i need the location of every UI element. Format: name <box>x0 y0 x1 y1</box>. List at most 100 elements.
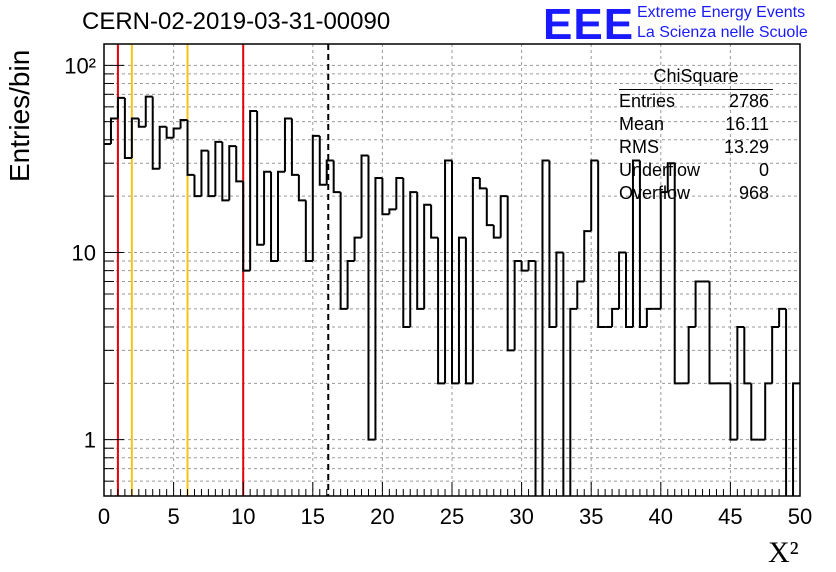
eee-logo-line1: Extreme Energy Events <box>637 4 806 21</box>
histogram-bin <box>659 191 668 309</box>
histogram-bin <box>116 96 125 119</box>
stats-label: Entries <box>619 91 676 111</box>
x-tick-label: 25 <box>440 504 464 529</box>
histogram-bin <box>283 117 292 172</box>
histogram-bin <box>708 281 717 385</box>
histogram-bin <box>353 236 362 262</box>
stats-row-entries: Entries 2786 <box>611 90 781 113</box>
histogram-bin <box>506 196 515 352</box>
histogram-bin <box>200 149 209 197</box>
histogram-bin <box>555 251 564 327</box>
histogram-bin <box>520 261 529 272</box>
histogram-bin <box>611 307 620 327</box>
histogram-bin <box>360 154 369 238</box>
x-tick-label: 35 <box>579 504 603 529</box>
histogram-bin <box>590 159 599 232</box>
histogram-bin <box>666 162 675 193</box>
histogram-bin <box>158 125 167 169</box>
stats-label: RMS <box>619 137 659 157</box>
x-tick-label: 10 <box>231 504 255 529</box>
x-tick-label: 30 <box>509 504 533 529</box>
histogram-bin <box>228 145 237 201</box>
histogram-bin <box>430 204 439 239</box>
histogram-bin <box>186 120 195 176</box>
histogram-bin <box>165 126 174 139</box>
histogram-bin <box>214 140 223 197</box>
x-tick-label: 5 <box>167 504 179 529</box>
stats-row-underflow: Underflow 0 <box>611 159 781 182</box>
histogram-bin <box>416 192 425 310</box>
histogram-bin <box>423 203 432 309</box>
histogram-bin <box>778 307 787 327</box>
y-tick-label: 10² <box>64 53 96 78</box>
histogram-bin <box>297 174 306 202</box>
x-tick-label: 20 <box>370 504 394 529</box>
stats-row-overflow: Overflow 968 <box>611 182 781 205</box>
histogram-bin <box>764 382 773 440</box>
histogram-bin <box>743 326 752 385</box>
stats-value: 2786 <box>728 91 769 111</box>
histogram-bin <box>304 200 313 263</box>
histogram-bin <box>388 208 397 215</box>
stats-value: 16.11 <box>725 114 769 134</box>
histogram-bin <box>576 280 585 309</box>
x-axis-label: X² <box>768 536 799 569</box>
histogram-bin <box>729 383 738 441</box>
stats-label: Underflow <box>619 160 701 180</box>
histogram-bin <box>207 150 216 198</box>
histogram-bin <box>485 188 494 227</box>
x-tick-label: 15 <box>301 504 325 529</box>
histogram-bin <box>402 178 411 328</box>
histogram-bin <box>548 160 557 328</box>
histogram-bin <box>492 225 501 239</box>
histogram-bin <box>618 251 626 309</box>
stats-row-rms: RMS 13.29 <box>611 136 781 159</box>
histogram-bin <box>179 119 188 129</box>
histogram-bin <box>123 97 132 159</box>
x-tick-label: 50 <box>788 504 812 529</box>
stats-box: ChiSquare Entries 2786 Mean 16.11 RMS 13… <box>611 66 781 205</box>
histogram-bin <box>645 307 654 327</box>
stats-row-mean: Mean 16.11 <box>611 113 781 136</box>
histogram-bin <box>792 382 800 496</box>
histogram-bin <box>478 178 487 190</box>
histogram-bin <box>437 237 446 385</box>
histogram-bin <box>318 135 327 186</box>
histogram-bin <box>583 230 592 282</box>
x-tick-label: 0 <box>98 504 110 529</box>
histogram-bin <box>381 178 390 216</box>
histogram-bin <box>513 260 522 351</box>
histogram-bin <box>277 170 285 262</box>
histogram-bin <box>750 383 759 441</box>
histogram-bin <box>249 110 258 271</box>
histogram-bin <box>172 127 181 138</box>
histogram-bin <box>527 260 536 271</box>
histogram-bin <box>771 325 780 384</box>
histogram-bin <box>137 118 146 128</box>
histogram-bin <box>597 160 606 328</box>
histogram-bin <box>673 163 682 385</box>
histogram-bin <box>631 159 640 327</box>
histogram-bin <box>325 159 334 185</box>
histogram-bin <box>270 171 278 263</box>
histogram-bin <box>457 236 466 384</box>
histogram-bin <box>339 192 348 310</box>
histogram-bin <box>694 280 703 327</box>
histogram-bin <box>242 181 251 272</box>
eee-logo: EEE <box>543 0 635 49</box>
stats-value: 13.29 <box>723 137 769 157</box>
y-axis-label: Entries/bin <box>4 49 35 182</box>
histogram-bin <box>346 260 355 309</box>
run-title: CERN-02-2019-03-31-00090 <box>82 8 391 35</box>
histogram-bin <box>109 117 118 144</box>
stats-title: ChiSquare <box>619 66 773 90</box>
histogram-bin <box>625 252 633 328</box>
histogram-bin <box>534 261 537 496</box>
histogram-bin <box>451 160 459 385</box>
histogram-bin <box>235 146 244 183</box>
histogram-bin <box>471 177 480 384</box>
stats-label: Mean <box>619 114 665 134</box>
stats-label: Overflow <box>619 183 691 203</box>
histogram-bin <box>144 95 153 127</box>
